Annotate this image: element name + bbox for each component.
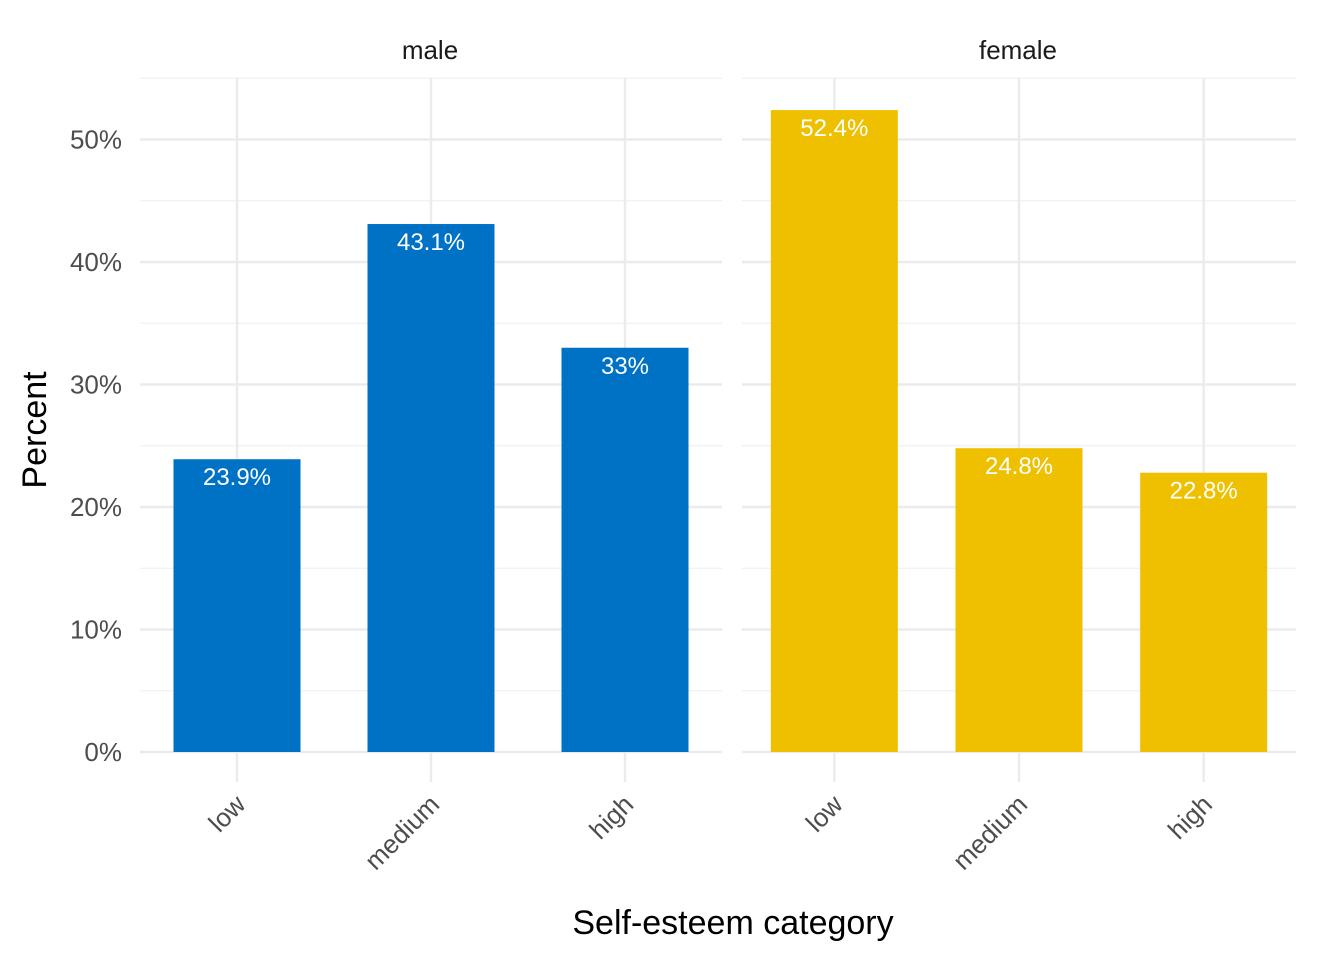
- y-tick-label: 10%: [70, 615, 122, 645]
- y-axis-title: Percent: [16, 371, 54, 489]
- grid-layer: [140, 77, 1296, 782]
- x-tick-label: high: [1162, 789, 1218, 845]
- x-tick-label: low: [202, 789, 251, 838]
- bars-layer: [173, 110, 1268, 753]
- y-tick-label: 50%: [70, 125, 122, 155]
- labels-layer: 23.9% 43.1% 33% 52.4% 24.8% 22.8%: [203, 115, 1238, 505]
- bar-male-high: [561, 347, 689, 752]
- x-tick-label: high: [583, 789, 639, 845]
- bar-male-medium: [367, 224, 495, 752]
- facet-title-female: female: [979, 35, 1057, 65]
- bar-female-high: [1140, 472, 1268, 752]
- data-label: 33%: [601, 353, 649, 380]
- y-tick-label: 40%: [70, 247, 122, 277]
- data-label: 43.1%: [397, 229, 465, 256]
- x-axis-title: Self-esteem category: [572, 904, 893, 942]
- y-tick-label: 20%: [70, 492, 122, 522]
- x-tick-label: medium: [947, 789, 1034, 876]
- data-label: 52.4%: [800, 115, 868, 142]
- data-label: 22.8%: [1170, 478, 1238, 505]
- bar-female-low: [770, 110, 898, 753]
- y-tick-label: 0%: [84, 737, 122, 767]
- y-tick-label: 30%: [70, 370, 122, 400]
- x-tick-label: low: [800, 789, 849, 838]
- bar-male-low: [173, 459, 301, 752]
- x-tick-label: medium: [359, 789, 446, 876]
- data-label: 23.9%: [203, 464, 271, 491]
- data-label: 24.8%: [985, 453, 1053, 480]
- facet-title-male: male: [402, 35, 458, 65]
- bar-female-medium: [955, 448, 1083, 752]
